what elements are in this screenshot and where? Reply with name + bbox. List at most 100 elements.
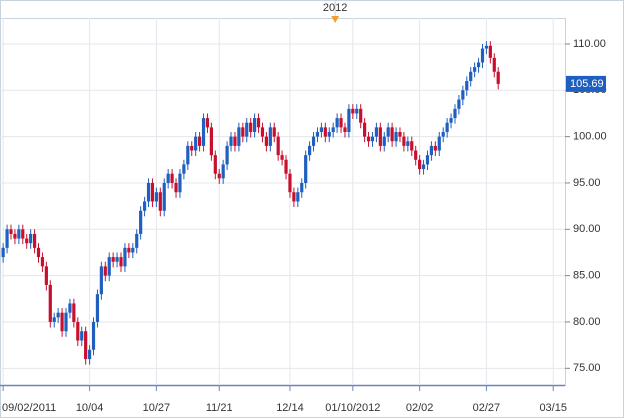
- candle-body: [87, 349, 92, 360]
- candle-body: [245, 122, 249, 137]
- last-price-label: 105.69: [570, 78, 604, 90]
- candle-body: [437, 136, 441, 151]
- candle-body: [158, 192, 162, 211]
- candle-body: [296, 192, 300, 202]
- candle-body: [390, 127, 394, 142]
- candle-body: [111, 257, 115, 262]
- y-tick-label: 100.00: [573, 131, 607, 143]
- candle-body: [9, 229, 13, 234]
- candle-body: [60, 312, 64, 332]
- y-tick-label: 75.00: [573, 362, 601, 374]
- candle-body: [469, 71, 473, 82]
- candle-body: [339, 118, 343, 128]
- x-tick-label: 10/04: [76, 402, 104, 414]
- x-tick-label: 09/02/2011: [2, 402, 56, 414]
- candle-body: [209, 127, 213, 156]
- candle-body: [351, 108, 355, 114]
- candle-body: [91, 321, 96, 350]
- candle-body: [366, 136, 371, 142]
- candle-body: [115, 257, 119, 262]
- candle-body: [249, 122, 253, 132]
- candle-body: [425, 155, 430, 165]
- candle-body: [119, 257, 123, 267]
- candle-body: [36, 247, 41, 258]
- candle-body: [414, 150, 418, 160]
- candle-body: [233, 136, 237, 146]
- candle-body: [56, 312, 60, 318]
- candle-body: [382, 136, 386, 146]
- candle-body: [84, 331, 88, 360]
- candle-body: [17, 229, 21, 239]
- candle-body: [241, 127, 245, 137]
- x-tick-label: 10/27: [143, 402, 171, 414]
- candle-body: [221, 164, 225, 179]
- candle-body: [76, 321, 80, 341]
- candle-body: [347, 108, 351, 132]
- candle-body: [225, 145, 229, 165]
- candle-body: [284, 159, 288, 174]
- candle-body: [449, 118, 453, 123]
- candle-body: [465, 81, 469, 91]
- y-tick-label: 90.00: [573, 223, 601, 235]
- x-tick-label: 12/14: [276, 402, 304, 414]
- candle-body: [201, 118, 206, 146]
- candle-body: [378, 127, 382, 146]
- candle-body: [72, 303, 76, 322]
- candle-body: [64, 312, 68, 332]
- candle-body: [162, 182, 166, 211]
- candle-body: [331, 127, 335, 132]
- candle-body: [394, 131, 398, 142]
- candle-body: [441, 131, 445, 137]
- candle-body: [103, 266, 107, 276]
- candle-body: [174, 182, 178, 193]
- candle-body: [433, 145, 437, 151]
- candle-body: [457, 99, 461, 109]
- candle-body: [131, 247, 135, 253]
- candle-body: [355, 108, 359, 114]
- candle-body: [21, 229, 25, 239]
- x-tick-label: 03/15: [539, 402, 567, 414]
- candle-body: [170, 173, 174, 183]
- year-marker: [331, 16, 340, 23]
- candle-body: [194, 136, 198, 151]
- candle-body: [29, 233, 33, 244]
- candle-body: [25, 238, 29, 244]
- candle-body: [292, 192, 296, 202]
- candle-body: [308, 145, 312, 156]
- candle-body: [205, 118, 210, 128]
- candle-body: [135, 233, 139, 248]
- x-tick-label: 02/27: [473, 402, 501, 414]
- candle-body: [217, 173, 221, 179]
- candle-body: [453, 108, 457, 119]
- candle-body: [473, 67, 477, 72]
- x-tick-label: 11/21: [206, 402, 233, 414]
- candle-body: [229, 136, 233, 146]
- year-label: 2012: [323, 2, 347, 14]
- y-tick-label: 80.00: [573, 316, 601, 328]
- candle-body: [99, 266, 103, 295]
- candle-body: [13, 233, 17, 239]
- candle-body: [264, 136, 268, 146]
- last-price-box: [566, 75, 606, 92]
- candle-body: [280, 155, 284, 160]
- candle-body: [40, 257, 45, 267]
- candle-body: [300, 182, 304, 193]
- candle-body: [142, 201, 147, 211]
- y-tick-label: 85.00: [573, 270, 601, 282]
- candle-body: [335, 118, 339, 128]
- y-tick-label: 95.00: [573, 177, 601, 189]
- candle-body: [68, 303, 72, 313]
- candle-body: [44, 266, 48, 285]
- candle-body: [1, 247, 5, 258]
- candle-body: [256, 118, 261, 128]
- candle-body: [237, 127, 241, 146]
- candle-body: [343, 127, 347, 132]
- candle-body: [268, 127, 272, 146]
- candle-body: [127, 247, 131, 253]
- candle-body: [445, 122, 449, 132]
- candle-body: [154, 192, 158, 202]
- candle-body: [146, 182, 151, 202]
- candle-body: [52, 317, 56, 322]
- candle-body: [182, 164, 186, 174]
